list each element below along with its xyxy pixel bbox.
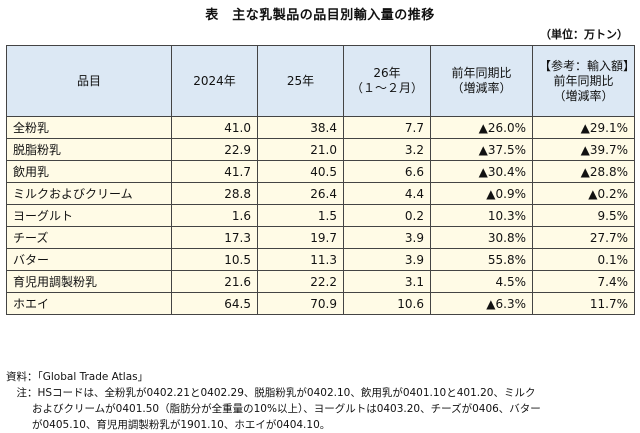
table-row: ホエイ 64.5 70.9 10.6 ▲6.3% 11.7% (6, 292, 635, 315)
table-row: ミルクおよびクリーム 28.8 26.4 4.4 ▲0.9% ▲0.2% (6, 182, 635, 205)
cell-2024: 10.5 (171, 248, 258, 271)
cell-item: バター (6, 248, 172, 271)
cell-25: 19.7 (257, 226, 344, 249)
cell-yoy: 55.8% (430, 248, 533, 271)
cell-26: 10.6 (343, 292, 431, 315)
header-25: 25年 (257, 45, 344, 117)
cell-26: 3.1 (343, 270, 431, 293)
cell-item: 全粉乳 (6, 116, 172, 139)
cell-item: ヨーグルト (6, 204, 172, 227)
cell-yoy: ▲37.5% (430, 138, 533, 161)
header-ref: 【参考：輸入額】 前年同期比 （増減率） (532, 45, 635, 117)
cell-yoy: 10.3% (430, 204, 533, 227)
header-2024: 2024年 (171, 45, 258, 117)
table-body: 全粉乳 41.0 38.4 7.7 ▲26.0% ▲29.1% 脱脂粉乳 22.9 21.0 3.… (6, 116, 635, 315)
cell-25: 21.0 (257, 138, 344, 161)
cell-yoy: ▲6.3% (430, 292, 533, 315)
table-header-row: 品目 2024年 25年 26年 （１～２月） 前年同期比 （増減率） 【参考：… (6, 45, 635, 117)
cell-25: 11.3 (257, 248, 344, 271)
header-item: 品目 (6, 45, 172, 117)
table-title: 表 主な乳製品の品目別輸入量の推移 (205, 8, 435, 23)
import-volume-table: 品目 2024年 25年 26年 （１～２月） 前年同期比 （増減率） 【参考：… (6, 45, 635, 315)
cell-26: 0.2 (343, 204, 431, 227)
cell-25: 1.5 (257, 204, 344, 227)
cell-ref: 7.4% (532, 270, 635, 293)
cell-ref: ▲28.8% (532, 160, 635, 183)
cell-item: ミルクおよびクリーム (6, 182, 172, 205)
cell-item: 脱脂粉乳 (6, 138, 172, 161)
cell-2024: 22.9 (171, 138, 258, 161)
cell-ref: 11.7% (532, 292, 635, 315)
cell-25: 70.9 (257, 292, 344, 315)
cell-ref: 0.1% (532, 248, 635, 271)
cell-yoy: 30.8% (430, 226, 533, 249)
hs-note-line-1: 注：HSコードは、全粉乳が0402.21と0402.29、脱脂粉乳が0402.1… (6, 387, 536, 399)
cell-25: 40.5 (257, 160, 344, 183)
cell-yoy: ▲30.4% (430, 160, 533, 183)
header-ref-sub: （増減率） (553, 88, 614, 103)
cell-25: 38.4 (257, 116, 344, 139)
table-row: 育児用調製粉乳 21.6 22.2 3.1 4.5% 7.4% (6, 270, 635, 293)
header-26-year: 26年 (373, 66, 401, 80)
cell-item: 飲用乳 (6, 160, 172, 183)
source-note: 資料：「Global Trade Atlas」 (6, 371, 149, 383)
header-yoy: 前年同期比 （増減率） (430, 45, 533, 117)
cell-2024: 28.8 (171, 182, 258, 205)
cell-26: 4.4 (343, 182, 431, 205)
cell-yoy: ▲0.9% (430, 182, 533, 205)
cell-item: ホエイ (6, 292, 172, 315)
cell-ref: 27.7% (532, 226, 635, 249)
cell-2024: 41.0 (171, 116, 258, 139)
cell-2024: 17.3 (171, 226, 258, 249)
table-row: ヨーグルト 1.6 1.5 0.2 10.3% 9.5% (6, 204, 635, 227)
unit-label: （単位：万トン） (540, 28, 628, 41)
hs-note-line-3: が0405.10、育児用調製粉乳が1901.10、ホエイが0404.10。 (32, 419, 331, 431)
header-26: 26年 （１～２月） (343, 45, 431, 117)
cell-25: 26.4 (257, 182, 344, 205)
hs-note-line-2: およびクリームが0401.50（脂肪分が全重量の10%以上）、ヨーグルトは040… (32, 403, 541, 415)
cell-26: 7.7 (343, 116, 431, 139)
cell-25: 22.2 (257, 270, 344, 293)
header-yoy-label: 前年同期比 (451, 66, 512, 80)
header-ref-title: 【参考：輸入額】 (539, 58, 635, 73)
cell-ref: ▲0.2% (532, 182, 635, 205)
cell-item: チーズ (6, 226, 172, 249)
cell-item: 育児用調製粉乳 (6, 270, 172, 293)
table-row: チーズ 17.3 19.7 3.9 30.8% 27.7% (6, 226, 635, 249)
table-row: バター 10.5 11.3 3.9 55.8% 0.1% (6, 248, 635, 271)
cell-ref: ▲29.1% (532, 116, 635, 139)
cell-yoy: 4.5% (430, 270, 533, 293)
cell-yoy: ▲26.0% (430, 116, 533, 139)
cell-26: 3.9 (343, 248, 431, 271)
cell-2024: 1.6 (171, 204, 258, 227)
cell-2024: 64.5 (171, 292, 258, 315)
cell-2024: 41.7 (171, 160, 258, 183)
cell-26: 6.6 (343, 160, 431, 183)
cell-ref: 9.5% (532, 204, 635, 227)
notes: 資料：「Global Trade Atlas」 注：HSコードは、全粉乳が040… (6, 369, 634, 433)
cell-2024: 21.6 (171, 270, 258, 293)
cell-26: 3.9 (343, 226, 431, 249)
header-26-period: （１～２月） (350, 81, 423, 95)
table-row: 飲用乳 41.7 40.5 6.6 ▲30.4% ▲28.8% (6, 160, 635, 183)
cell-ref: ▲39.7% (532, 138, 635, 161)
header-yoy-sub: （増減率） (451, 81, 512, 95)
header-ref-label: 前年同期比 (553, 73, 614, 88)
table-row: 脱脂粉乳 22.9 21.0 3.2 ▲37.5% ▲39.7% (6, 138, 635, 161)
cell-26: 3.2 (343, 138, 431, 161)
table-row: 全粉乳 41.0 38.4 7.7 ▲26.0% ▲29.1% (6, 116, 635, 139)
